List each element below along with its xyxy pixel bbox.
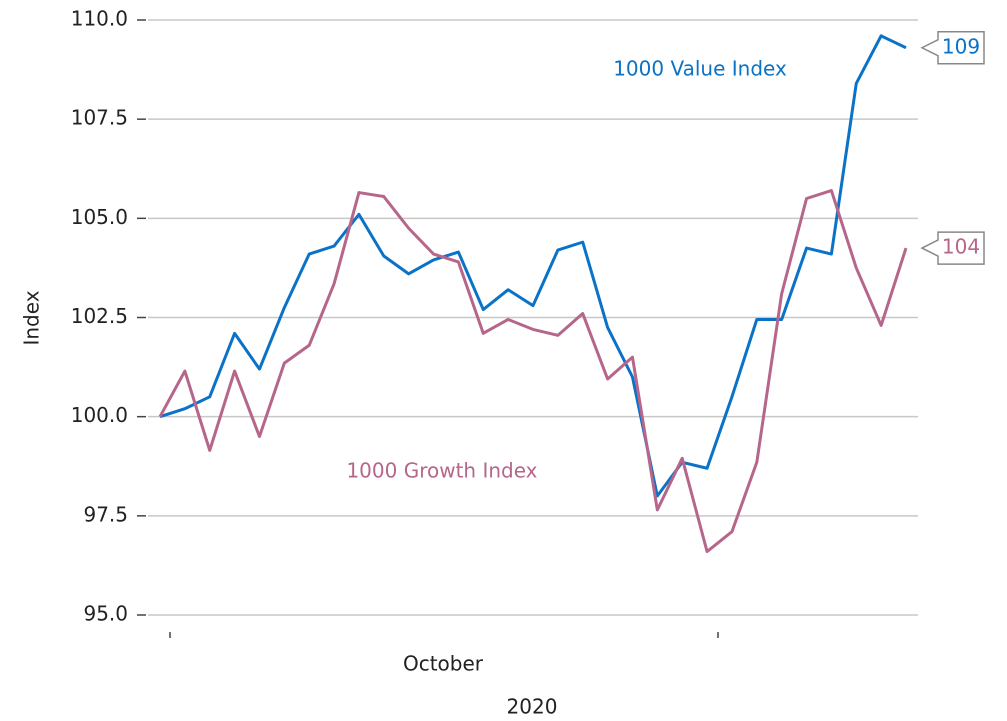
- line-series: [159, 34, 907, 498]
- series-label: 1000 Growth Index: [346, 459, 537, 483]
- end-label: 109: [942, 34, 980, 58]
- y-tick-label: 107.5: [71, 106, 128, 130]
- series-label: 1000 Value Index: [613, 57, 787, 81]
- y-tick-label: 105.0: [71, 205, 128, 229]
- x-axis-sublabel: 2020: [507, 695, 558, 719]
- end-label-box: [920, 231, 985, 265]
- end-label-box: [920, 31, 985, 65]
- y-axis-label: Index: [20, 290, 44, 345]
- y-tick-label: 100.0: [71, 403, 128, 427]
- y-tick-label: 95.0: [83, 602, 128, 626]
- end-label: 104: [942, 235, 980, 259]
- line-series: [158, 189, 908, 554]
- y-tick-label: 110.0: [71, 7, 128, 31]
- y-tick-label: 102.5: [71, 304, 128, 328]
- x-axis-label: October: [403, 652, 484, 676]
- y-tick-label: 97.5: [83, 502, 128, 526]
